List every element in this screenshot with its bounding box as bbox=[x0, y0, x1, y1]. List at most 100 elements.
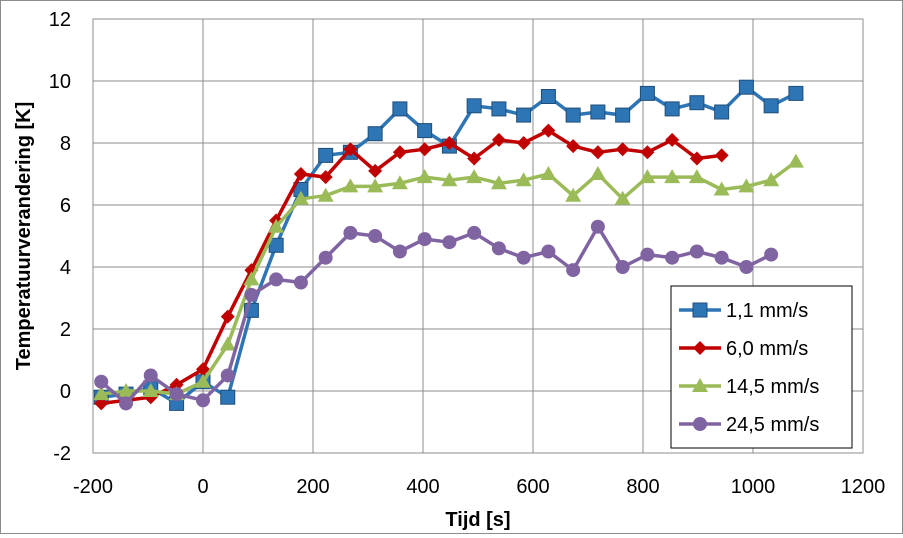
legend-marker bbox=[692, 302, 708, 318]
data-point bbox=[689, 151, 704, 166]
series-line bbox=[100, 224, 772, 406]
y-tick-label: 8 bbox=[60, 133, 71, 155]
data-point bbox=[639, 169, 656, 184]
data-point bbox=[318, 147, 334, 163]
data-point bbox=[417, 123, 433, 139]
data-point bbox=[590, 219, 605, 234]
data-point bbox=[615, 260, 630, 274]
data-point bbox=[788, 85, 804, 101]
data-point bbox=[318, 250, 333, 265]
data-point bbox=[713, 181, 730, 196]
legend-item: 14,5 mm/s bbox=[679, 376, 819, 398]
data-point bbox=[367, 178, 384, 193]
data-point bbox=[243, 271, 260, 286]
data-point bbox=[220, 368, 235, 383]
data-point bbox=[739, 260, 754, 274]
data-point bbox=[343, 225, 358, 240]
data-point bbox=[466, 98, 482, 114]
data-point bbox=[442, 136, 457, 150]
data-point bbox=[392, 145, 407, 160]
data-point bbox=[764, 247, 779, 262]
series-2 bbox=[94, 123, 729, 411]
x-tick-label: 800 bbox=[626, 476, 659, 498]
data-point bbox=[467, 151, 482, 166]
data-point bbox=[689, 95, 705, 111]
data-point bbox=[268, 218, 285, 233]
tick-labels: -200 0 200 400 600 800 1000 1200 -2 0 2 4 6 8 10 12 bbox=[49, 9, 886, 498]
legend-label: 14,5 mm/s bbox=[726, 376, 819, 398]
data-point bbox=[143, 368, 158, 383]
data-point bbox=[491, 101, 507, 117]
data-point bbox=[515, 172, 532, 187]
data-point bbox=[516, 107, 532, 123]
data-point bbox=[491, 241, 506, 256]
data-point bbox=[490, 175, 507, 190]
data-point bbox=[615, 142, 630, 157]
x-tick-label: 0 bbox=[197, 476, 208, 498]
legend-marker bbox=[693, 341, 707, 355]
legend: 1,1 mm/s 6,0 mm/s 14,5 mm/s 24,5 mm/s bbox=[670, 285, 853, 449]
data-point bbox=[665, 132, 680, 147]
data-point bbox=[342, 178, 359, 193]
data-point bbox=[195, 373, 211, 388]
series-group bbox=[93, 79, 804, 411]
y-tick-label: 4 bbox=[60, 257, 71, 279]
data-point bbox=[269, 272, 284, 287]
data-point bbox=[590, 104, 606, 120]
data-point bbox=[688, 169, 705, 184]
data-point bbox=[196, 393, 210, 408]
data-point bbox=[417, 142, 432, 157]
data-point bbox=[714, 104, 730, 120]
data-point bbox=[467, 225, 482, 240]
y-axis-title: Temperatuurverandering [K] bbox=[13, 102, 35, 371]
data-point bbox=[565, 187, 582, 202]
data-point bbox=[640, 247, 655, 262]
data-point bbox=[738, 79, 754, 95]
series-4 bbox=[94, 219, 779, 411]
data-point bbox=[639, 85, 655, 101]
x-tick-label: 400 bbox=[406, 476, 439, 498]
y-tick-label: 6 bbox=[60, 195, 71, 217]
legend-item: 6,0 mm/s bbox=[679, 338, 808, 360]
data-point bbox=[169, 387, 184, 402]
x-axis-title: Tijd [s] bbox=[445, 509, 510, 531]
data-point bbox=[368, 229, 383, 243]
y-tick-label: 2 bbox=[60, 319, 71, 341]
data-point bbox=[565, 107, 581, 123]
data-point bbox=[244, 287, 259, 302]
data-point bbox=[196, 362, 210, 377]
data-point bbox=[318, 170, 333, 185]
data-point bbox=[392, 244, 407, 259]
data-point bbox=[614, 190, 631, 205]
data-point bbox=[540, 166, 557, 180]
series-3 bbox=[93, 153, 804, 401]
data-point bbox=[293, 167, 308, 181]
data-point bbox=[368, 163, 383, 178]
data-point bbox=[516, 136, 531, 150]
legend-label: 1,1 mm/s bbox=[726, 300, 808, 322]
data-point bbox=[665, 250, 680, 265]
legend-item: 24,5 mm/s bbox=[679, 414, 819, 436]
data-point bbox=[292, 190, 309, 205]
data-point bbox=[392, 101, 408, 117]
data-point bbox=[738, 178, 755, 193]
x-tick-label: 1200 bbox=[841, 476, 886, 498]
data-point bbox=[142, 383, 159, 397]
data-point bbox=[417, 232, 432, 247]
data-point bbox=[541, 244, 556, 259]
y-tick-label: -2 bbox=[53, 443, 71, 465]
data-point bbox=[640, 145, 655, 160]
data-point bbox=[714, 148, 729, 163]
data-point bbox=[93, 386, 110, 401]
data-point bbox=[787, 153, 804, 168]
y-tick-label: 0 bbox=[60, 381, 71, 403]
data-point bbox=[540, 89, 556, 104]
x-tick-label: 200 bbox=[296, 476, 329, 498]
y-tick-label: 10 bbox=[49, 71, 71, 93]
legend-marker bbox=[692, 378, 708, 392]
x-tick-label: 600 bbox=[516, 476, 549, 498]
legend-marker bbox=[693, 417, 707, 431]
data-point bbox=[763, 98, 779, 114]
y-tick-label: 12 bbox=[49, 9, 71, 31]
